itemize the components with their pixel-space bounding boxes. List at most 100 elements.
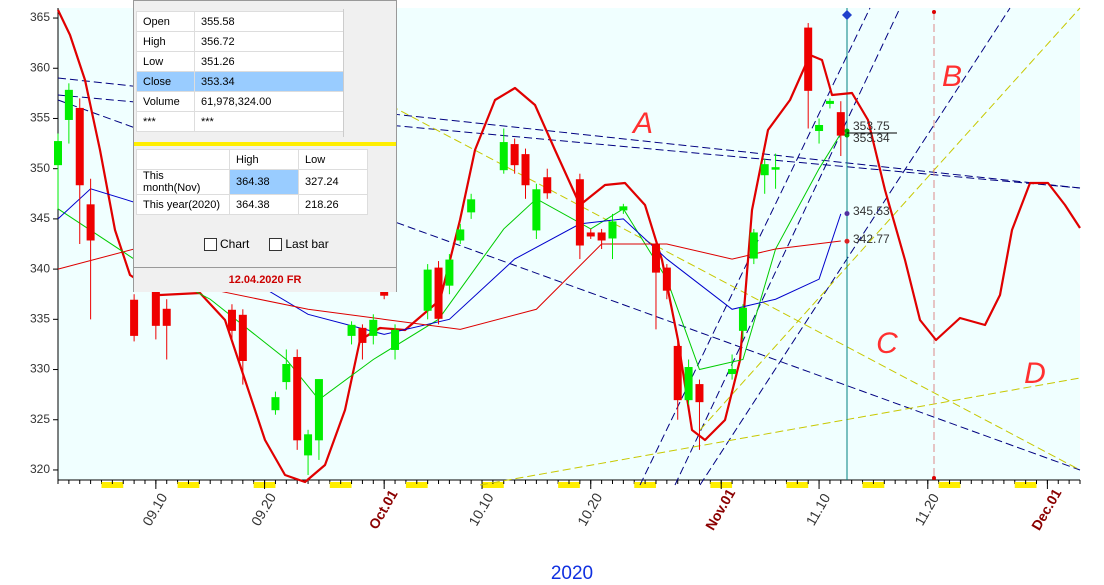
candle-body xyxy=(293,356,302,441)
candle-body xyxy=(358,327,367,343)
checkbox-box xyxy=(204,237,217,251)
ohlc-value: 61,978,324.00 xyxy=(194,91,358,112)
candle-body xyxy=(456,229,465,241)
date-label: 12.04.2020 FR xyxy=(134,267,396,292)
candle-body xyxy=(586,232,595,237)
y-tick-label: 330 xyxy=(30,362,50,376)
marker xyxy=(932,476,936,480)
candle-body xyxy=(651,244,660,273)
candle-body xyxy=(423,269,432,311)
candle-body xyxy=(521,154,530,186)
price-label: 345.53 xyxy=(853,204,890,218)
trend-line xyxy=(674,7,901,486)
ohlc-row: Close 353.34 xyxy=(136,71,358,92)
ohlc-field: *** xyxy=(136,111,195,132)
price-dot xyxy=(844,211,850,217)
ohlc-value: 353.34 xyxy=(194,71,358,92)
summary-value: 364.38 xyxy=(229,194,299,215)
y-tick-label: 325 xyxy=(30,412,50,426)
candle-body xyxy=(749,232,758,259)
x-tick-label: 09.20 xyxy=(248,490,279,529)
candle-body xyxy=(369,319,378,336)
candle-body xyxy=(728,369,737,375)
ohlc-row: *** *** xyxy=(136,111,358,132)
weekend-marker xyxy=(405,482,428,488)
x-axis-title: 2020 xyxy=(551,563,593,584)
weekend-marker xyxy=(1014,482,1037,488)
separator xyxy=(134,142,396,146)
weekend-marker xyxy=(862,482,885,488)
ohlc-field: Open xyxy=(136,11,195,32)
ohlc-value: *** xyxy=(194,111,358,132)
x-tick-label: 11.10 xyxy=(803,490,834,528)
candle-body xyxy=(738,307,747,331)
x-tick-label: 10.10 xyxy=(465,490,496,529)
candle-body xyxy=(64,89,73,120)
weekend-marker xyxy=(938,482,961,488)
checkbox[interactable]: Last bar xyxy=(269,237,329,251)
ohlc-field: Close xyxy=(136,71,195,92)
ohlc-field: Low xyxy=(136,51,195,72)
marker xyxy=(842,10,852,20)
candle-body xyxy=(532,189,541,231)
candle-body xyxy=(597,232,606,241)
checkbox[interactable]: Chart xyxy=(204,237,249,251)
x-tick-label: Dec.01 xyxy=(1028,486,1065,533)
ohlc-row: Volume 61,978,324.00 xyxy=(136,91,358,112)
candle-body xyxy=(836,112,845,136)
scrollbar[interactable] xyxy=(343,9,358,137)
candle-body xyxy=(271,397,280,411)
candle-body xyxy=(347,324,356,336)
ohlc-row: Open 355.58 xyxy=(136,11,358,32)
y-tick-label: 365 xyxy=(30,10,50,24)
candle-body xyxy=(608,221,617,239)
summary-field: This year(2020) xyxy=(136,194,230,215)
candle-body xyxy=(684,367,693,401)
candle-body xyxy=(445,259,454,286)
price-label: 353.75 xyxy=(853,119,890,133)
price-label: 342.77 xyxy=(853,232,890,246)
weekend-marker xyxy=(634,482,656,488)
ohlc-field: High xyxy=(136,31,195,52)
candle-body xyxy=(434,267,443,319)
candle-body xyxy=(54,141,62,166)
y-tick-label: 340 xyxy=(30,261,50,275)
candle-body xyxy=(282,364,291,383)
summary-header-row: High Low xyxy=(136,149,368,170)
weekend-marker xyxy=(329,482,352,488)
candle-body xyxy=(662,267,671,291)
x-tick-label: Oct.01 xyxy=(365,487,400,532)
candle-body xyxy=(695,384,704,403)
hand-curve xyxy=(57,9,1081,484)
y-tick-label: 345 xyxy=(30,211,50,225)
checkbox-box xyxy=(269,237,283,251)
candle-body xyxy=(771,167,780,170)
marker xyxy=(932,10,936,14)
ohlc-table: Open 355.58 High 356.72 Low 351.26 Close 353.34… xyxy=(136,11,358,132)
annotation: A xyxy=(631,107,653,140)
candle-body xyxy=(304,434,313,456)
y-tick-label: 320 xyxy=(30,462,50,476)
ohlc-value: 356.72 xyxy=(194,31,358,52)
summary-value: 327.24 xyxy=(298,169,368,195)
candle-body xyxy=(314,379,323,441)
weekend-marker xyxy=(101,482,124,488)
candle-body xyxy=(227,309,236,331)
summary-value: 364.38 xyxy=(229,169,299,195)
candle-body xyxy=(151,289,160,326)
checkbox-label: Chart xyxy=(220,237,250,251)
summary-field: This month(Nov) xyxy=(136,169,230,195)
annotation: C xyxy=(876,327,898,360)
candle-body xyxy=(804,27,813,91)
x-tick-label: 09.10 xyxy=(139,490,170,529)
price-dot xyxy=(844,238,850,244)
summary-row: This year(2020) 364.38 218.26 xyxy=(136,194,368,215)
candle-body xyxy=(619,206,628,211)
price-label: 353.34 xyxy=(853,131,890,145)
annotation: B xyxy=(942,60,962,93)
price-dot xyxy=(844,132,850,138)
summary-header: Low xyxy=(298,149,368,170)
empty-cell xyxy=(136,149,230,170)
y-tick-label: 350 xyxy=(30,161,50,175)
candle-body xyxy=(467,199,476,213)
